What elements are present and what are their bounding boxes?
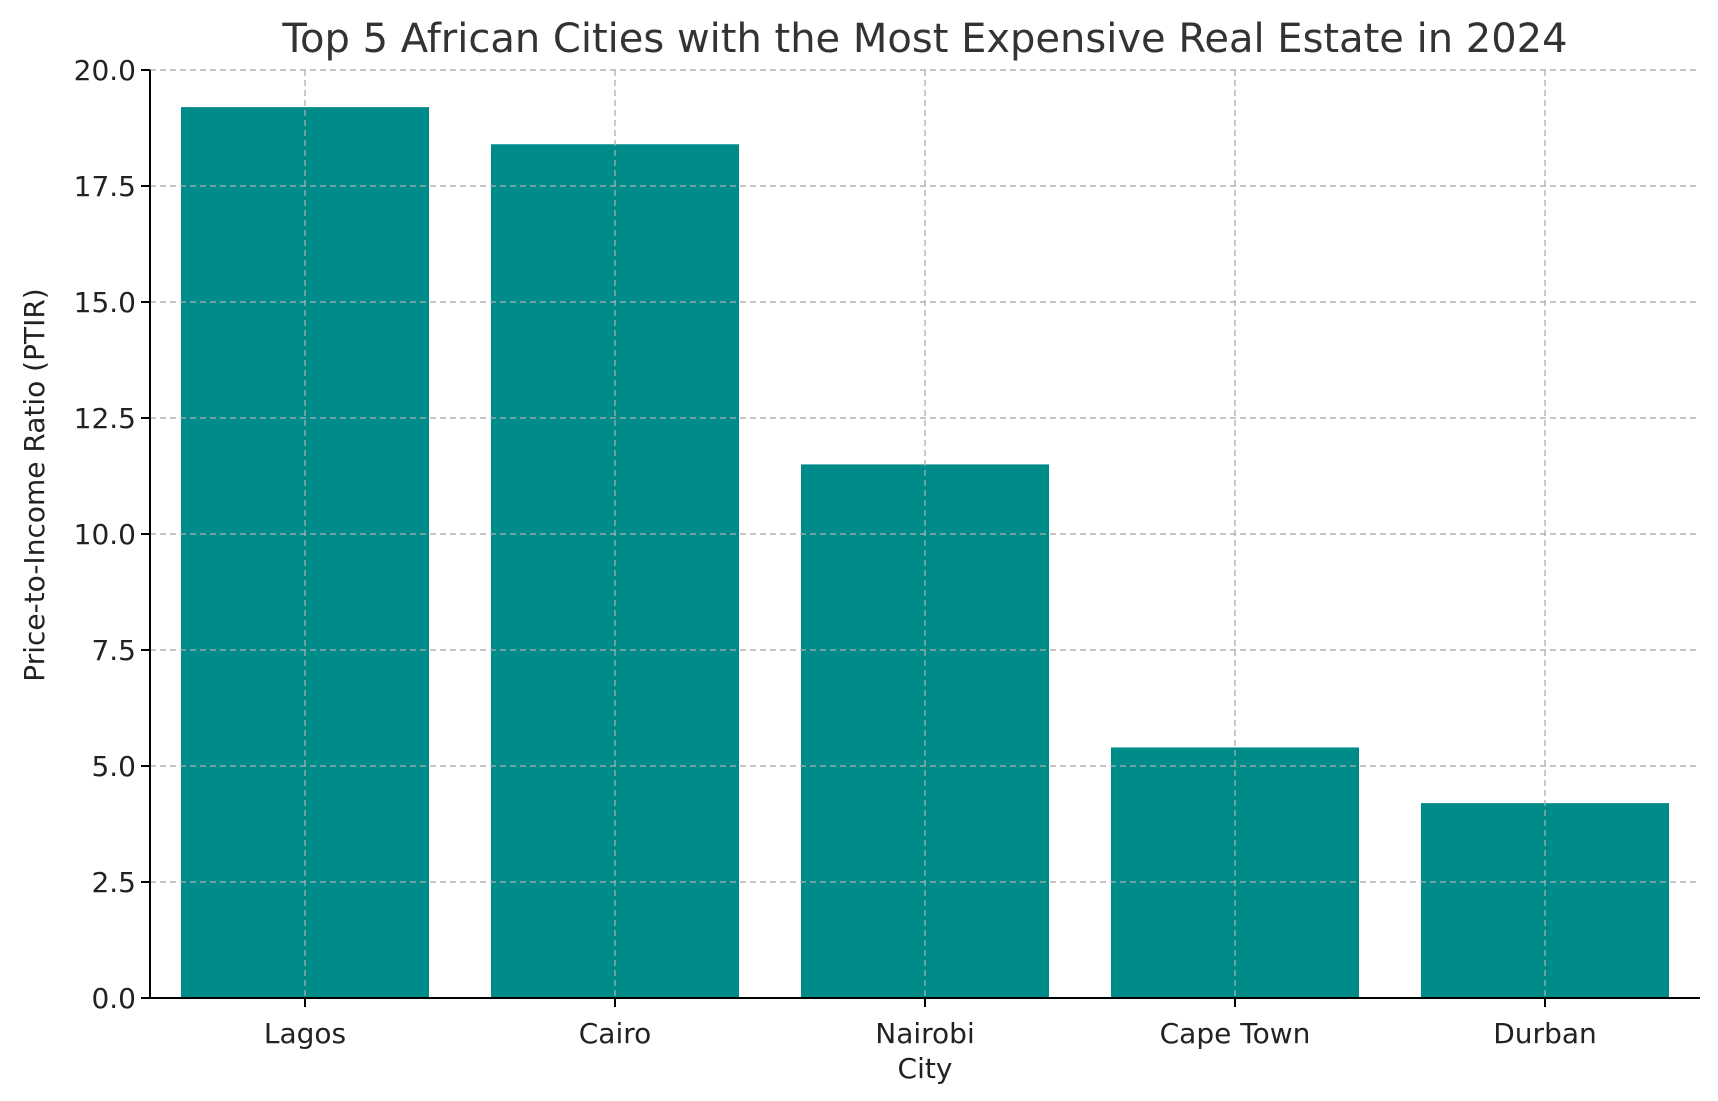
y-tick-label: 20.0 — [74, 54, 136, 87]
x-tick-label: Cairo — [579, 1017, 652, 1050]
y-tick-label: 2.5 — [91, 866, 136, 899]
y-axis-ticks: 0.0 2.5 5.0 7.5 10.0 12.5 15.0 17.5 20.0 — [74, 54, 150, 1015]
x-tick-label: Durban — [1493, 1017, 1597, 1050]
chart-title: Top 5 African Cities with the Most Expen… — [281, 16, 1567, 62]
y-tick-label: 0.0 — [91, 982, 136, 1015]
x-tick-label: Lagos — [264, 1017, 346, 1050]
x-axis-ticks: Lagos Cairo Nairobi Cape Town Durban — [264, 998, 1597, 1050]
x-tick-label: Cape Town — [1160, 1017, 1311, 1050]
x-tick-label: Nairobi — [875, 1017, 974, 1050]
y-axis-label: Price-to-Income Ratio (PTIR) — [18, 288, 51, 681]
x-axis-label: City — [898, 1052, 953, 1085]
y-tick-label: 7.5 — [91, 634, 136, 667]
y-tick-label: 5.0 — [91, 750, 136, 783]
y-tick-label: 17.5 — [74, 170, 136, 203]
y-tick-label: 12.5 — [74, 402, 136, 435]
bars — [150, 69, 1700, 999]
y-tick-label: 15.0 — [74, 286, 136, 319]
y-tick-label: 10.0 — [74, 518, 136, 551]
